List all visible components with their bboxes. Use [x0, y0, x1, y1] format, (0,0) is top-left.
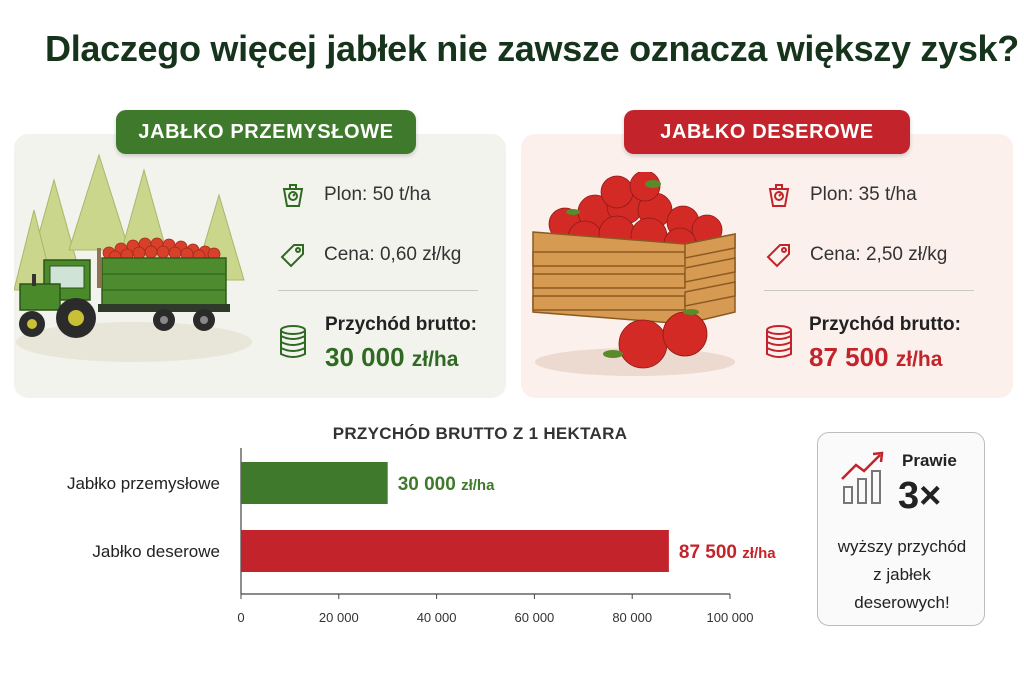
industrial-revenue-label: Przychód brutto: [325, 314, 477, 335]
x-tick-label: 100 000 [707, 610, 754, 625]
category-label: Jabłko deserowe [92, 542, 220, 561]
tractor-illustration [14, 153, 252, 362]
dessert-divider [764, 290, 974, 291]
callout-top: Prawie [902, 451, 957, 470]
dessert-label: JABŁKO DESEROWE [624, 110, 910, 154]
industrial-revenue-value: 30 000 zł/ha [325, 342, 458, 373]
callout-desc-line3: deserowych! [854, 593, 950, 612]
revenue-bar-chart: 0 20 000 40 000 60 000 80 000 100 000 Jabłko p… [67, 448, 776, 625]
industrial-yield: Plon: 50 t/ha [324, 184, 431, 205]
coins-icon [762, 322, 796, 365]
dessert-yield: Plon: 35 t/ha [810, 184, 917, 205]
scale-icon [278, 180, 308, 210]
multiplier-callout: Prawie 3× wyższy przychód z jabłek deser… [817, 432, 985, 626]
dessert-price: Cena: 2,50 zł/kg [810, 244, 948, 265]
dessert-yield-row: Plon: 35 t/ha [764, 180, 917, 210]
chart-title: PRZYCHÓD BRUTTO Z 1 HEKTARA [332, 424, 628, 443]
industrial-yield-row: Plon: 50 t/ha [278, 180, 431, 210]
dessert-price-row: Cena: 2,50 zł/kg [764, 240, 947, 270]
x-tick-label: 40 000 [417, 610, 457, 625]
x-tick-label: 80 000 [612, 610, 652, 625]
price-tag-icon [764, 240, 794, 270]
data-label: 30 000 zł/ha [398, 474, 495, 495]
industrial-price: Cena: 0,60 zł/kg [324, 244, 462, 265]
industrial-divider [278, 290, 478, 291]
x-tick-label: 20 000 [319, 610, 359, 625]
price-tag-icon [278, 240, 308, 270]
industrial-label: JABŁKO PRZEMYSŁOWE [116, 110, 416, 154]
coins-icon [276, 322, 310, 365]
callout-multiplier: 3× [898, 475, 942, 517]
crate-illustration [532, 172, 736, 376]
dessert-revenue-label: Przychód brutto: [809, 314, 961, 335]
category-label: Jabłko przemysłowe [67, 474, 220, 493]
dessert-revenue-unit: zł/ha [895, 348, 943, 371]
data-label: 87 500 zł/ha [679, 542, 776, 563]
industrial-price-row: Cena: 0,60 zł/kg [278, 240, 461, 270]
industrial-revenue-unit: zł/ha [411, 348, 459, 371]
industrial-revenue-number: 30 000 [325, 342, 405, 372]
callout-description: wyższy przychód z jabłek deserowych! [818, 533, 986, 617]
x-tick-label: 0 [237, 610, 244, 625]
dessert-revenue-number: 87 500 [809, 342, 889, 372]
page-title: Dlaczego więcej jabłek nie zawsze oznacz… [45, 28, 1019, 69]
scale-icon [764, 180, 794, 210]
growth-chart-icon [841, 451, 884, 504]
bar-industrial [241, 462, 388, 504]
bar-dessert [241, 530, 669, 572]
dessert-revenue-value: 87 500 zł/ha [809, 342, 942, 373]
callout-desc-line1: wyższy przychód [837, 537, 967, 556]
x-tick-label: 60 000 [515, 610, 555, 625]
callout-desc-line2: z jabłek [873, 565, 931, 584]
